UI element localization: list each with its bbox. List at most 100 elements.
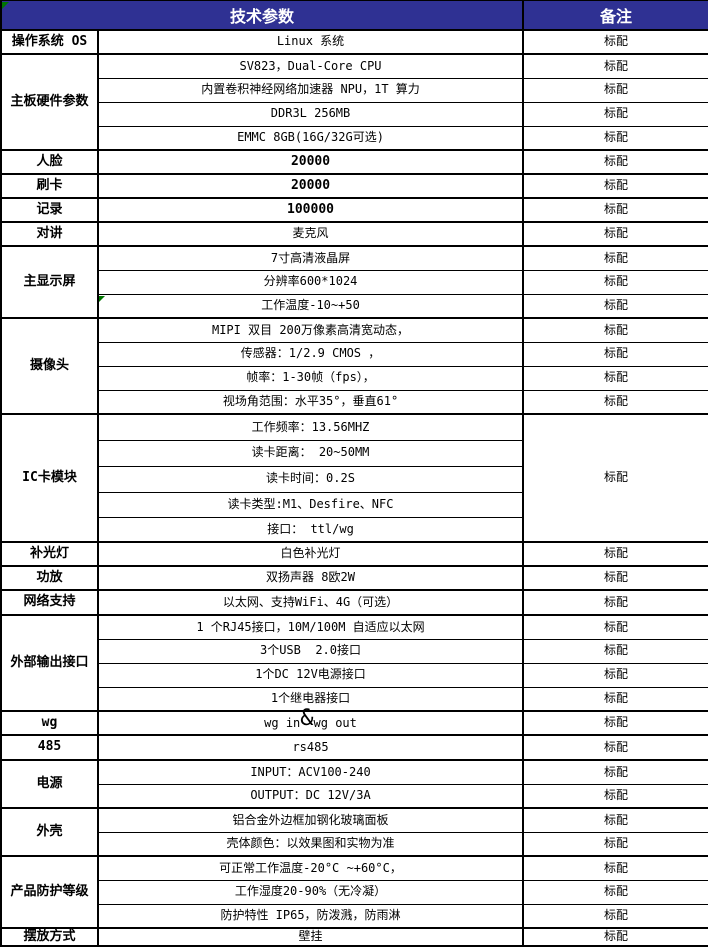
value-cell: 7寸高清液晶屏 [96,245,525,271]
value-cell: 壳体颜色：以效果图和实物为准 [96,831,525,857]
table-row: IC卡模块 工作频率：13.56MHZ 标配 [0,413,708,543]
table-row: 壳体颜色：以效果图和实物为准 标配 [1,831,708,857]
value-cell: 白色补光灯 [96,541,525,567]
table-row: wg wg in&wg out 标配 [0,705,708,736]
value-cell: 工作温度-10~+50 [96,293,525,319]
table-row: 读卡类型:M1、Desfire、NFC [1,491,708,518]
remark-cell: 标配 [522,710,708,736]
table-row: 工作湿度20-90%（无冷凝） 标配 [1,879,708,905]
table-row: 3个USB 2.0接口 标配 [1,638,708,664]
value-cell: 视场角范围：水平35°，垂直61° [96,389,525,415]
remark-cell: 标配 [522,565,708,591]
category-cell: 补光灯 [0,541,99,567]
table-row: DDR3L 256MB 标配 [1,101,708,127]
value-cell: 铝合金外边框加钢化玻璃面板 [96,807,525,833]
value-cell: 读卡距离： 20~50MM [96,439,525,467]
value-cell: 双扬声器 8欧2W [96,565,525,591]
value-cell: 麦克风 [96,221,525,247]
category-cell: IC卡模块 [0,413,99,543]
remark-cell: 标配 [522,879,708,905]
category-cell: 摄像头 [0,317,99,415]
table-row: 产品防护等级 可正常工作温度-20°C ~+60°C， 标配 [0,855,708,929]
value-cell: 可正常工作温度-20°C ~+60°C， [96,855,525,881]
table-row: 接口： ttl/wg [1,516,708,543]
green-triangle-icon [2,2,9,9]
category-cell: 产品防护等级 [0,855,99,929]
remark-cell: 标配 [522,389,708,415]
category-cell: 主显示屏 [0,245,99,319]
table-row: 485 rs485 标配 [0,734,708,761]
table-row: 摆放方式 壁挂 标配 [0,927,708,947]
remark-cell: 标配 [522,614,708,640]
table-row: 分辨率600*1024 标配 [1,269,708,295]
value-cell: EMMC 8GB(16G/32G可选) [96,125,525,151]
header-tech-params: 技术参数 [0,0,525,31]
table-row: 视场角范围：水平35°，垂直61° 标配 [1,389,708,415]
value-cell: OUTPUT：DC 12V/3A [96,783,525,809]
value-cell: 20000 [96,149,525,175]
remark-cell: 标配 [522,541,708,567]
table-row: EMMC 8GB(16G/32G可选) 标配 [1,125,708,151]
table-row: 读卡距离： 20~50MM [1,439,708,467]
table-row: 读卡时间：0.2S [1,465,708,493]
remark-cell: 标配 [522,221,708,247]
value-cell: Linux 系统 [96,29,525,55]
category-cell: 主板硬件参数 [0,53,99,151]
remark-cell: 标配 [522,686,708,712]
table-row: 1个DC 12V电源接口 标配 [1,662,708,688]
remark-cell: 标配 [522,269,708,295]
value-cell: rs485 [96,734,525,761]
remark-cell: 标配 [522,173,708,199]
remark-cell: 标配 [522,927,708,947]
value-cell: 内置卷积神经网络加速器 NPU，1T 算力 [96,77,525,103]
category-cell: 对讲 [0,221,99,247]
remark-cell: 标配 [522,903,708,929]
remark-cell: 标配 [522,29,708,55]
remark-cell: 标配 [522,77,708,103]
value-cell: 接口： ttl/wg [96,516,525,543]
table-row: 1个继电器接口 标配 [1,686,708,712]
value-cell: 100000 [96,197,525,223]
category-cell: wg [0,710,99,736]
table-row: 人脸 20000 标配 [0,149,708,175]
remark-cell: 标配 [522,662,708,688]
table-row: 内置卷积神经网络加速器 NPU，1T 算力 标配 [1,77,708,103]
remark-cell: 标配 [522,759,708,785]
remark-cell: 标配 [522,831,708,857]
remark-cell: 标配 [522,125,708,151]
value-cell: 1个继电器接口 [96,686,525,712]
value-cell: 读卡时间：0.2S [96,465,525,493]
value-cell: INPUT：ACV100-240 [96,759,525,785]
category-cell: 功放 [0,565,99,591]
remark-cell: 标配 [522,638,708,664]
remark-cell: 标配 [522,855,708,881]
value-cell: 工作湿度20-90%（无冷凝） [96,879,525,905]
value-cell: 3个USB 2.0接口 [96,638,525,664]
table-row: 摄像头 MIPI 双目 200万像素高清宽动态， 标配 [0,317,708,415]
remark-cell: 标配 [522,783,708,809]
ampersand-glyph: & [300,705,314,731]
remark-cell: 标配 [522,413,708,543]
remark-cell: 标配 [522,365,708,391]
remark-cell: 标配 [522,149,708,175]
value-cell: 工作频率：13.56MHZ [96,413,525,441]
value-cell: 1 个RJ45接口，10M/100M 自适应以太网 [96,614,525,640]
remark-cell: 标配 [522,101,708,127]
table-row: 防护特性 IP65，防泼溅，防雨淋 标配 [1,903,708,929]
table-row: 网络支持 以太网、支持WiFi、4G（可选） 标配 [0,589,708,616]
remark-cell: 标配 [522,245,708,271]
value-cell: 读卡类型:M1、Desfire、NFC [96,491,525,518]
remark-cell: 标配 [522,734,708,761]
remark-cell: 标配 [522,341,708,367]
value-cell: 传感器：1/2.9 CMOS ， [96,341,525,367]
table-row: 帧率：1-30帧（fps）， 标配 [1,365,708,391]
category-cell: 外部输出接口 [0,614,99,712]
table-row: 外壳 铝合金外边框加钢化玻璃面板 标配 [0,807,708,857]
value-cell: 20000 [96,173,525,199]
value-cell: MIPI 双目 200万像素高清宽动态， [96,317,525,343]
category-cell: 电源 [0,759,99,809]
green-triangle-icon [99,296,105,302]
header-remark: 备注 [522,0,708,31]
table-row: 补光灯 白色补光灯 标配 [0,541,708,567]
